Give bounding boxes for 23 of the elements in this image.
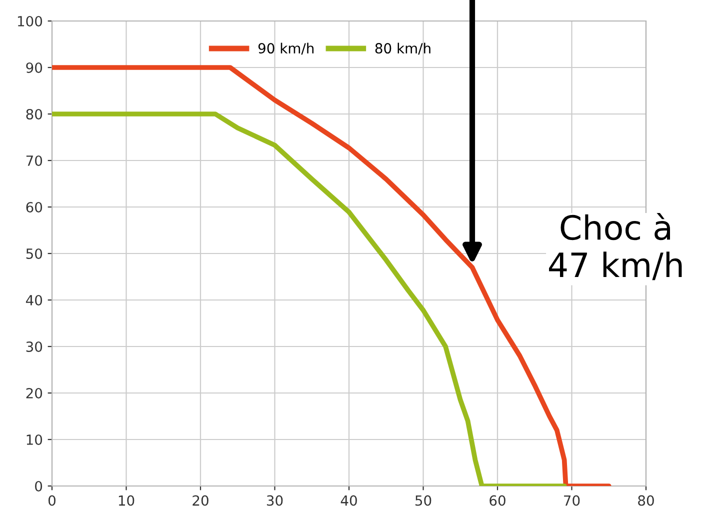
y-tick-label: 0 bbox=[35, 480, 42, 492]
y-tick-label: 50 bbox=[26, 248, 42, 259]
x-tick-label: 20 bbox=[192, 495, 208, 506]
y-tick-label: 30 bbox=[26, 341, 42, 352]
y-tick-label: 20 bbox=[26, 388, 42, 398]
y-tick-label: 60 bbox=[26, 202, 42, 212]
x-tick-label: 40 bbox=[340, 495, 357, 506]
legend-label: 90 km/h bbox=[258, 42, 314, 55]
y-tick-label: 80 bbox=[26, 108, 42, 120]
x-tick-label: 70 bbox=[564, 495, 580, 506]
x-tick-label: 50 bbox=[415, 495, 432, 506]
annotation: Choc à 47 km/h bbox=[549, 212, 682, 280]
x-tick-label: 80 bbox=[638, 495, 654, 506]
x-tick-label: 10 bbox=[118, 495, 134, 506]
y-tick-label: 10 bbox=[26, 434, 42, 445]
x-tick-label: 30 bbox=[266, 495, 283, 506]
legend-label: 80 km/h bbox=[375, 42, 430, 55]
y-tick-label: 90 bbox=[26, 62, 42, 73]
x-tick-label: 0 bbox=[48, 495, 56, 506]
y-tick-label: 40 bbox=[26, 294, 42, 306]
y-tick-label: 70 bbox=[26, 155, 42, 166]
x-tick-label: 60 bbox=[490, 495, 506, 506]
y-tick-label: 100 bbox=[18, 16, 42, 26]
